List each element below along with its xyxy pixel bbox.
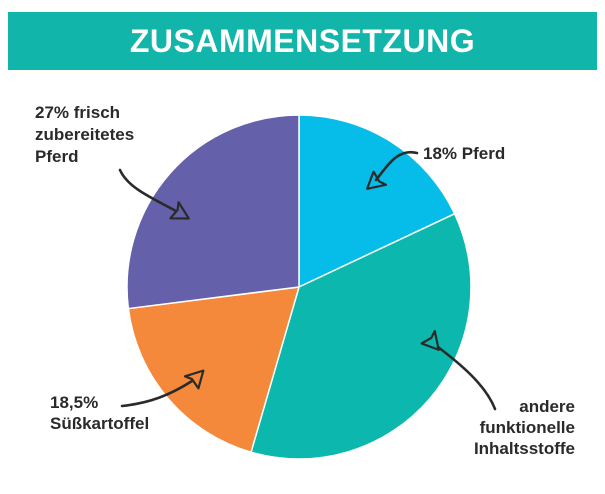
callout-arrowhead-2 [420, 329, 440, 351]
callout-arrow-1 [374, 150, 419, 182]
callout-arrow-3 [120, 379, 194, 408]
chart-title: ZUSAMMENSETZUNG [129, 22, 476, 59]
callout-arrows [118, 150, 497, 411]
pie-slice-4 [126, 114, 300, 310]
callout-arrow-2 [436, 345, 497, 411]
callout-arrowhead-4 [169, 201, 190, 220]
callout-arrowhead-3 [183, 369, 205, 390]
pie-slices [126, 114, 472, 460]
slice-labels: 18% Pferd andere funktionelle Inhaltsstoffe… [35, 103, 575, 458]
title-banner: ZUSAMMENSETZUNG [8, 12, 597, 70]
pie-slice-2 [250, 212, 472, 460]
slice-label-4: 27% frisch zubereitetes Pferd [35, 103, 134, 166]
slice-label-1: 18% Pferd [423, 144, 505, 163]
slice-label-3: 18,5% Süßkartoffel [50, 393, 149, 433]
slice-label-2: andere funktionelle Inhaltsstoffe [474, 397, 575, 458]
pie-slice-1 [298, 114, 456, 289]
callout-arrow-4 [118, 168, 178, 213]
callout-arrowhead-1 [366, 170, 388, 190]
pie-slice-3 [127, 286, 301, 454]
